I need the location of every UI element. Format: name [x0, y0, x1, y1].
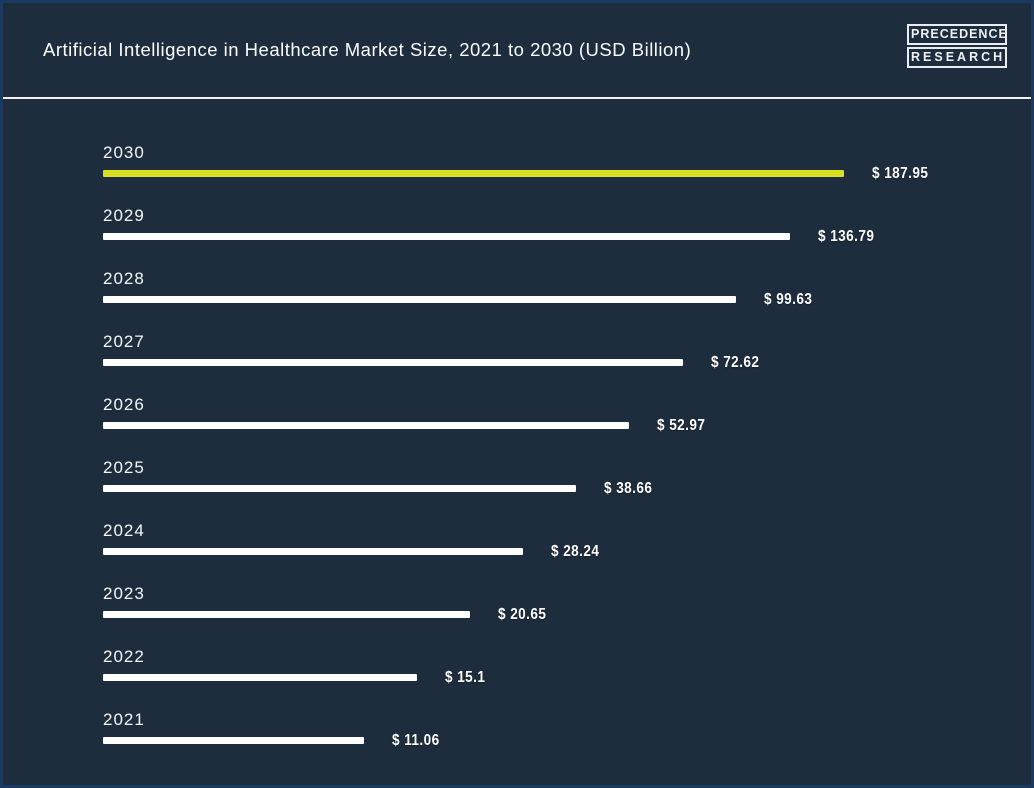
- chart-row: 2021 $ 11.06: [103, 708, 1031, 749]
- chart-row: 2030 $ 187.95: [103, 141, 1031, 182]
- value-label: $ 52.97: [657, 416, 706, 434]
- bar-2029: [103, 233, 790, 240]
- bar-2022: [103, 674, 417, 681]
- chart-row: 2028 $ 99.63: [103, 267, 1031, 308]
- year-label: 2022: [103, 647, 145, 666]
- bar-chart: 2030 $ 187.95 2029 $ 136.79 2028 $ 99.63 2027 $…: [3, 99, 1031, 749]
- bar-2024: [103, 548, 523, 555]
- year-label: 2029: [103, 206, 145, 225]
- bar-2025: [103, 485, 576, 492]
- bar-2028: [103, 296, 736, 303]
- bar-line: $ 11.06: [103, 732, 1031, 749]
- chart-row: 2024 $ 28.24: [103, 519, 1031, 560]
- bar-line: $ 15.1: [103, 669, 1031, 686]
- bar-2030: [103, 170, 844, 177]
- value-label: $ 38.66: [604, 479, 653, 497]
- value-label: $ 28.24: [551, 542, 600, 560]
- chart-header: Artificial Intelligence in Healthcare Ma…: [3, 3, 1031, 97]
- year-label: 2028: [103, 269, 145, 288]
- bar-2021: [103, 737, 364, 744]
- bar-2023: [103, 611, 470, 618]
- bar-line: $ 28.24: [103, 543, 1031, 560]
- year-label: 2023: [103, 584, 145, 603]
- year-label: 2027: [103, 332, 145, 351]
- bar-line: $ 136.79: [103, 228, 1031, 245]
- value-label: $ 99.63: [764, 290, 813, 308]
- chart-row: 2026 $ 52.97: [103, 393, 1031, 434]
- chart-row: 2029 $ 136.79: [103, 204, 1031, 245]
- year-label: 2021: [103, 710, 145, 729]
- year-label: 2024: [103, 521, 145, 540]
- bar-line: $ 38.66: [103, 480, 1031, 497]
- value-label: $ 15.1: [445, 668, 486, 686]
- year-label: 2026: [103, 395, 145, 414]
- value-label: $ 11.06: [392, 731, 440, 749]
- chart-row: 2023 $ 20.65: [103, 582, 1031, 623]
- year-label: 2025: [103, 458, 145, 477]
- value-label: $ 136.79: [818, 227, 875, 245]
- bar-2027: [103, 359, 683, 366]
- bar-line: $ 72.62: [103, 354, 1031, 371]
- chart-row: 2025 $ 38.66: [103, 456, 1031, 497]
- precedence-research-logo: PRECEDENCE RESEARCH: [907, 24, 1007, 68]
- year-label: 2030: [103, 143, 145, 162]
- chart-rows: 2030 $ 187.95 2029 $ 136.79 2028 $ 99.63 2027 $…: [103, 141, 1031, 749]
- chart-row: 2022 $ 15.1: [103, 645, 1031, 686]
- value-label: $ 20.65: [498, 605, 547, 623]
- header-divider: [3, 97, 1031, 99]
- chart-row: 2027 $ 72.62: [103, 330, 1031, 371]
- page-title: Artificial Intelligence in Healthcare Ma…: [43, 39, 692, 60]
- bar-line: $ 52.97: [103, 417, 1031, 434]
- value-label: $ 72.62: [711, 353, 760, 371]
- logo-line-research: RESEARCH: [907, 47, 1007, 68]
- bar-line: $ 20.65: [103, 606, 1031, 623]
- logo-line-precedence: PRECEDENCE: [907, 24, 1007, 45]
- value-label: $ 187.95: [872, 164, 929, 182]
- bar-line: $ 99.63: [103, 291, 1031, 308]
- bar-2026: [103, 422, 629, 429]
- bar-line: $ 187.95: [103, 165, 1031, 182]
